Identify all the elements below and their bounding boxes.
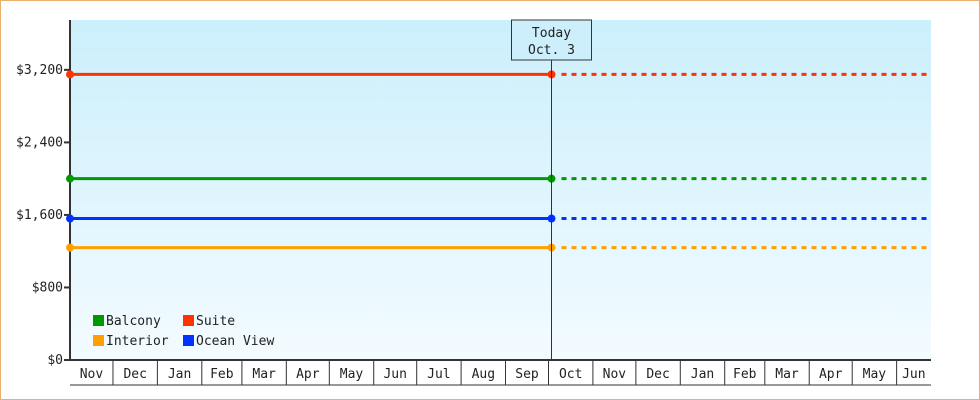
x-tick-label: Feb	[210, 367, 234, 382]
x-tick-label: Nov	[603, 367, 627, 382]
x-tick-label: Jul	[427, 367, 450, 382]
y-tick-label: $800	[32, 280, 63, 295]
x-tick-label: Feb	[733, 367, 757, 382]
x-tick-label: Mar	[775, 367, 799, 382]
x-tick-label: Jun	[383, 367, 406, 382]
y-tick-label: $3,200	[16, 63, 63, 78]
today-date: Oct. 3	[528, 43, 575, 58]
y-tick-label: $0	[47, 353, 63, 368]
today-marker: Today Oct. 3	[511, 19, 592, 360]
x-tick-label: Oct	[559, 367, 582, 382]
x-tick-label: Mar	[252, 367, 276, 382]
x-tick-label: May	[863, 367, 887, 382]
legend-label: Balcony	[106, 314, 161, 329]
data-point[interactable]	[66, 243, 74, 252]
legend-label: Interior	[106, 334, 169, 349]
today-label: Today	[532, 26, 571, 41]
x-tick-label: Jun	[902, 367, 925, 382]
legend-label: Suite	[196, 314, 235, 329]
data-point[interactable]	[66, 214, 74, 223]
legend-label: Ocean View	[196, 334, 274, 349]
today-box	[511, 19, 592, 61]
x-tick-label: Aug	[472, 367, 495, 382]
data-point[interactable]	[66, 174, 74, 183]
x-tick-label: Sep	[515, 367, 539, 382]
x-tick-label: Jan	[168, 367, 191, 382]
legend-swatch	[183, 315, 194, 326]
series-group	[66, 70, 927, 252]
x-tick-label: Jan	[691, 367, 714, 382]
legend: Balcony Suite Interior Ocean View	[93, 314, 274, 349]
data-point[interactable]	[66, 70, 74, 79]
x-tick-label: Apr	[819, 367, 843, 382]
x-tick-label: Apr	[296, 367, 320, 382]
legend-swatch	[183, 335, 194, 346]
legend-swatch	[93, 315, 104, 326]
x-tick-label: May	[340, 367, 364, 382]
legend-swatch	[93, 335, 104, 346]
x-axis: Nov Dec Jan Feb Mar Apr May Jun Jul Aug Sep Oct Nov D…	[70, 359, 931, 386]
y-tick-label: $1,600	[16, 208, 63, 223]
y-axis: $0 $800 $1,600 $2,400 $3,200	[16, 20, 71, 368]
y-tick-label: $2,400	[16, 135, 63, 150]
x-tick-label: Nov	[80, 367, 104, 382]
x-tick-label: Dec	[123, 367, 146, 382]
plot-area	[70, 20, 931, 360]
x-tick-label: Dec	[646, 367, 669, 382]
